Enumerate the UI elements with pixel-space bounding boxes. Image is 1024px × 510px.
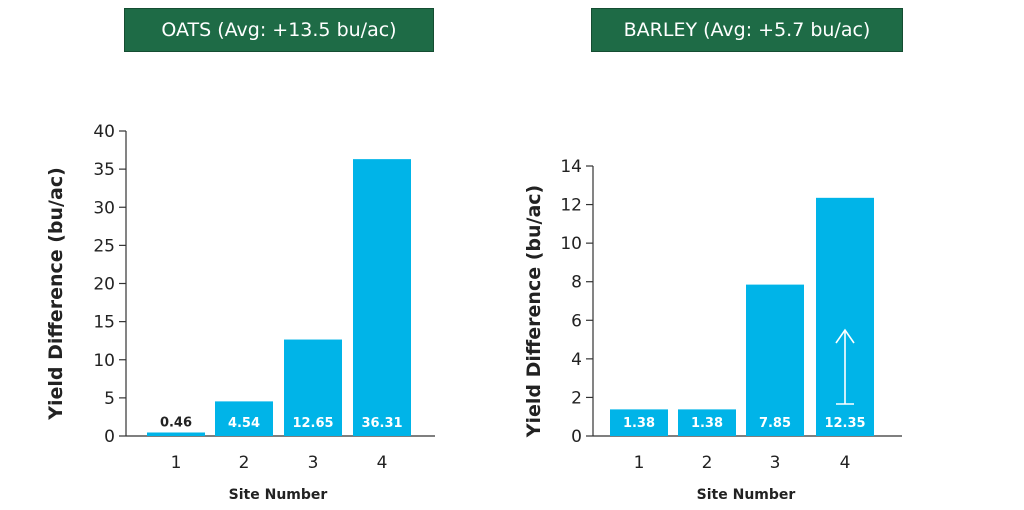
barley-y-axis-label: Yield Difference (bu/ac) xyxy=(523,185,545,439)
barley-y-tick-label: 4 xyxy=(571,350,582,370)
barley-data-label: 7.85 xyxy=(759,416,791,431)
barley-y-tick-label: 0 xyxy=(571,427,582,447)
barley-x-tick-label: 4 xyxy=(840,453,851,473)
oats-bar xyxy=(284,339,342,436)
oats-x-tick-label: 1 xyxy=(171,453,182,473)
oats-data-label: 12.65 xyxy=(292,416,333,431)
barley-data-label: 1.38 xyxy=(691,416,723,431)
oats-y-tick-label: 5 xyxy=(104,389,115,409)
barley-x-tick-label: 3 xyxy=(770,453,781,473)
barley-y-tick-label: 6 xyxy=(571,311,582,331)
barley-y-tick-label: 2 xyxy=(571,388,582,408)
oats-y-tick-label: 15 xyxy=(93,313,115,333)
oats-y-tick-label: 30 xyxy=(93,198,115,218)
barley-y-tick-label: 12 xyxy=(560,196,582,216)
oats-bar xyxy=(215,401,273,436)
oats-data-label: 36.31 xyxy=(361,416,402,431)
barley-y-tick-label: 14 xyxy=(560,157,582,177)
barley-x-tick-label: 1 xyxy=(634,453,645,473)
barley-x-tick-label: 2 xyxy=(702,453,713,473)
oats-y-tick-label: 0 xyxy=(104,427,115,447)
oats-x-tick-label: 4 xyxy=(377,453,388,473)
oats-x-tick-label: 3 xyxy=(308,453,319,473)
barley-bar xyxy=(610,409,668,436)
oats-data-label: 4.54 xyxy=(228,416,260,431)
oats-y-axis-label: Yield Difference (bu/ac) xyxy=(45,167,67,421)
barley-data-label: 1.38 xyxy=(623,416,655,431)
oats-y-tick-label: 20 xyxy=(93,275,115,295)
barley-y-tick-label: 8 xyxy=(571,273,582,293)
oats-y-tick-label: 25 xyxy=(93,236,115,256)
oats-y-tick-label: 40 xyxy=(93,122,115,142)
oats-x-tick-label: 2 xyxy=(239,453,250,473)
barley-chart-title: BARLEY (Avg: +5.7 bu/ac) xyxy=(591,8,903,52)
barley-bar xyxy=(746,284,804,436)
barley-x-axis-label: Site Number xyxy=(697,487,796,503)
oats-chart-title: OATS (Avg: +13.5 bu/ac) xyxy=(124,8,434,52)
up-arrow-icon xyxy=(835,328,855,405)
oats-bar xyxy=(353,159,411,437)
barley-data-label: 12.35 xyxy=(824,416,865,431)
barley-bar xyxy=(678,409,736,436)
oats-y-tick-label: 35 xyxy=(93,160,115,180)
oats-x-axis-label: Site Number xyxy=(229,487,328,503)
oats-data-label: 0.46 xyxy=(160,415,192,430)
oats-bar xyxy=(147,432,205,436)
barley-y-tick-label: 10 xyxy=(560,234,582,254)
oats-y-tick-label: 10 xyxy=(93,351,115,371)
